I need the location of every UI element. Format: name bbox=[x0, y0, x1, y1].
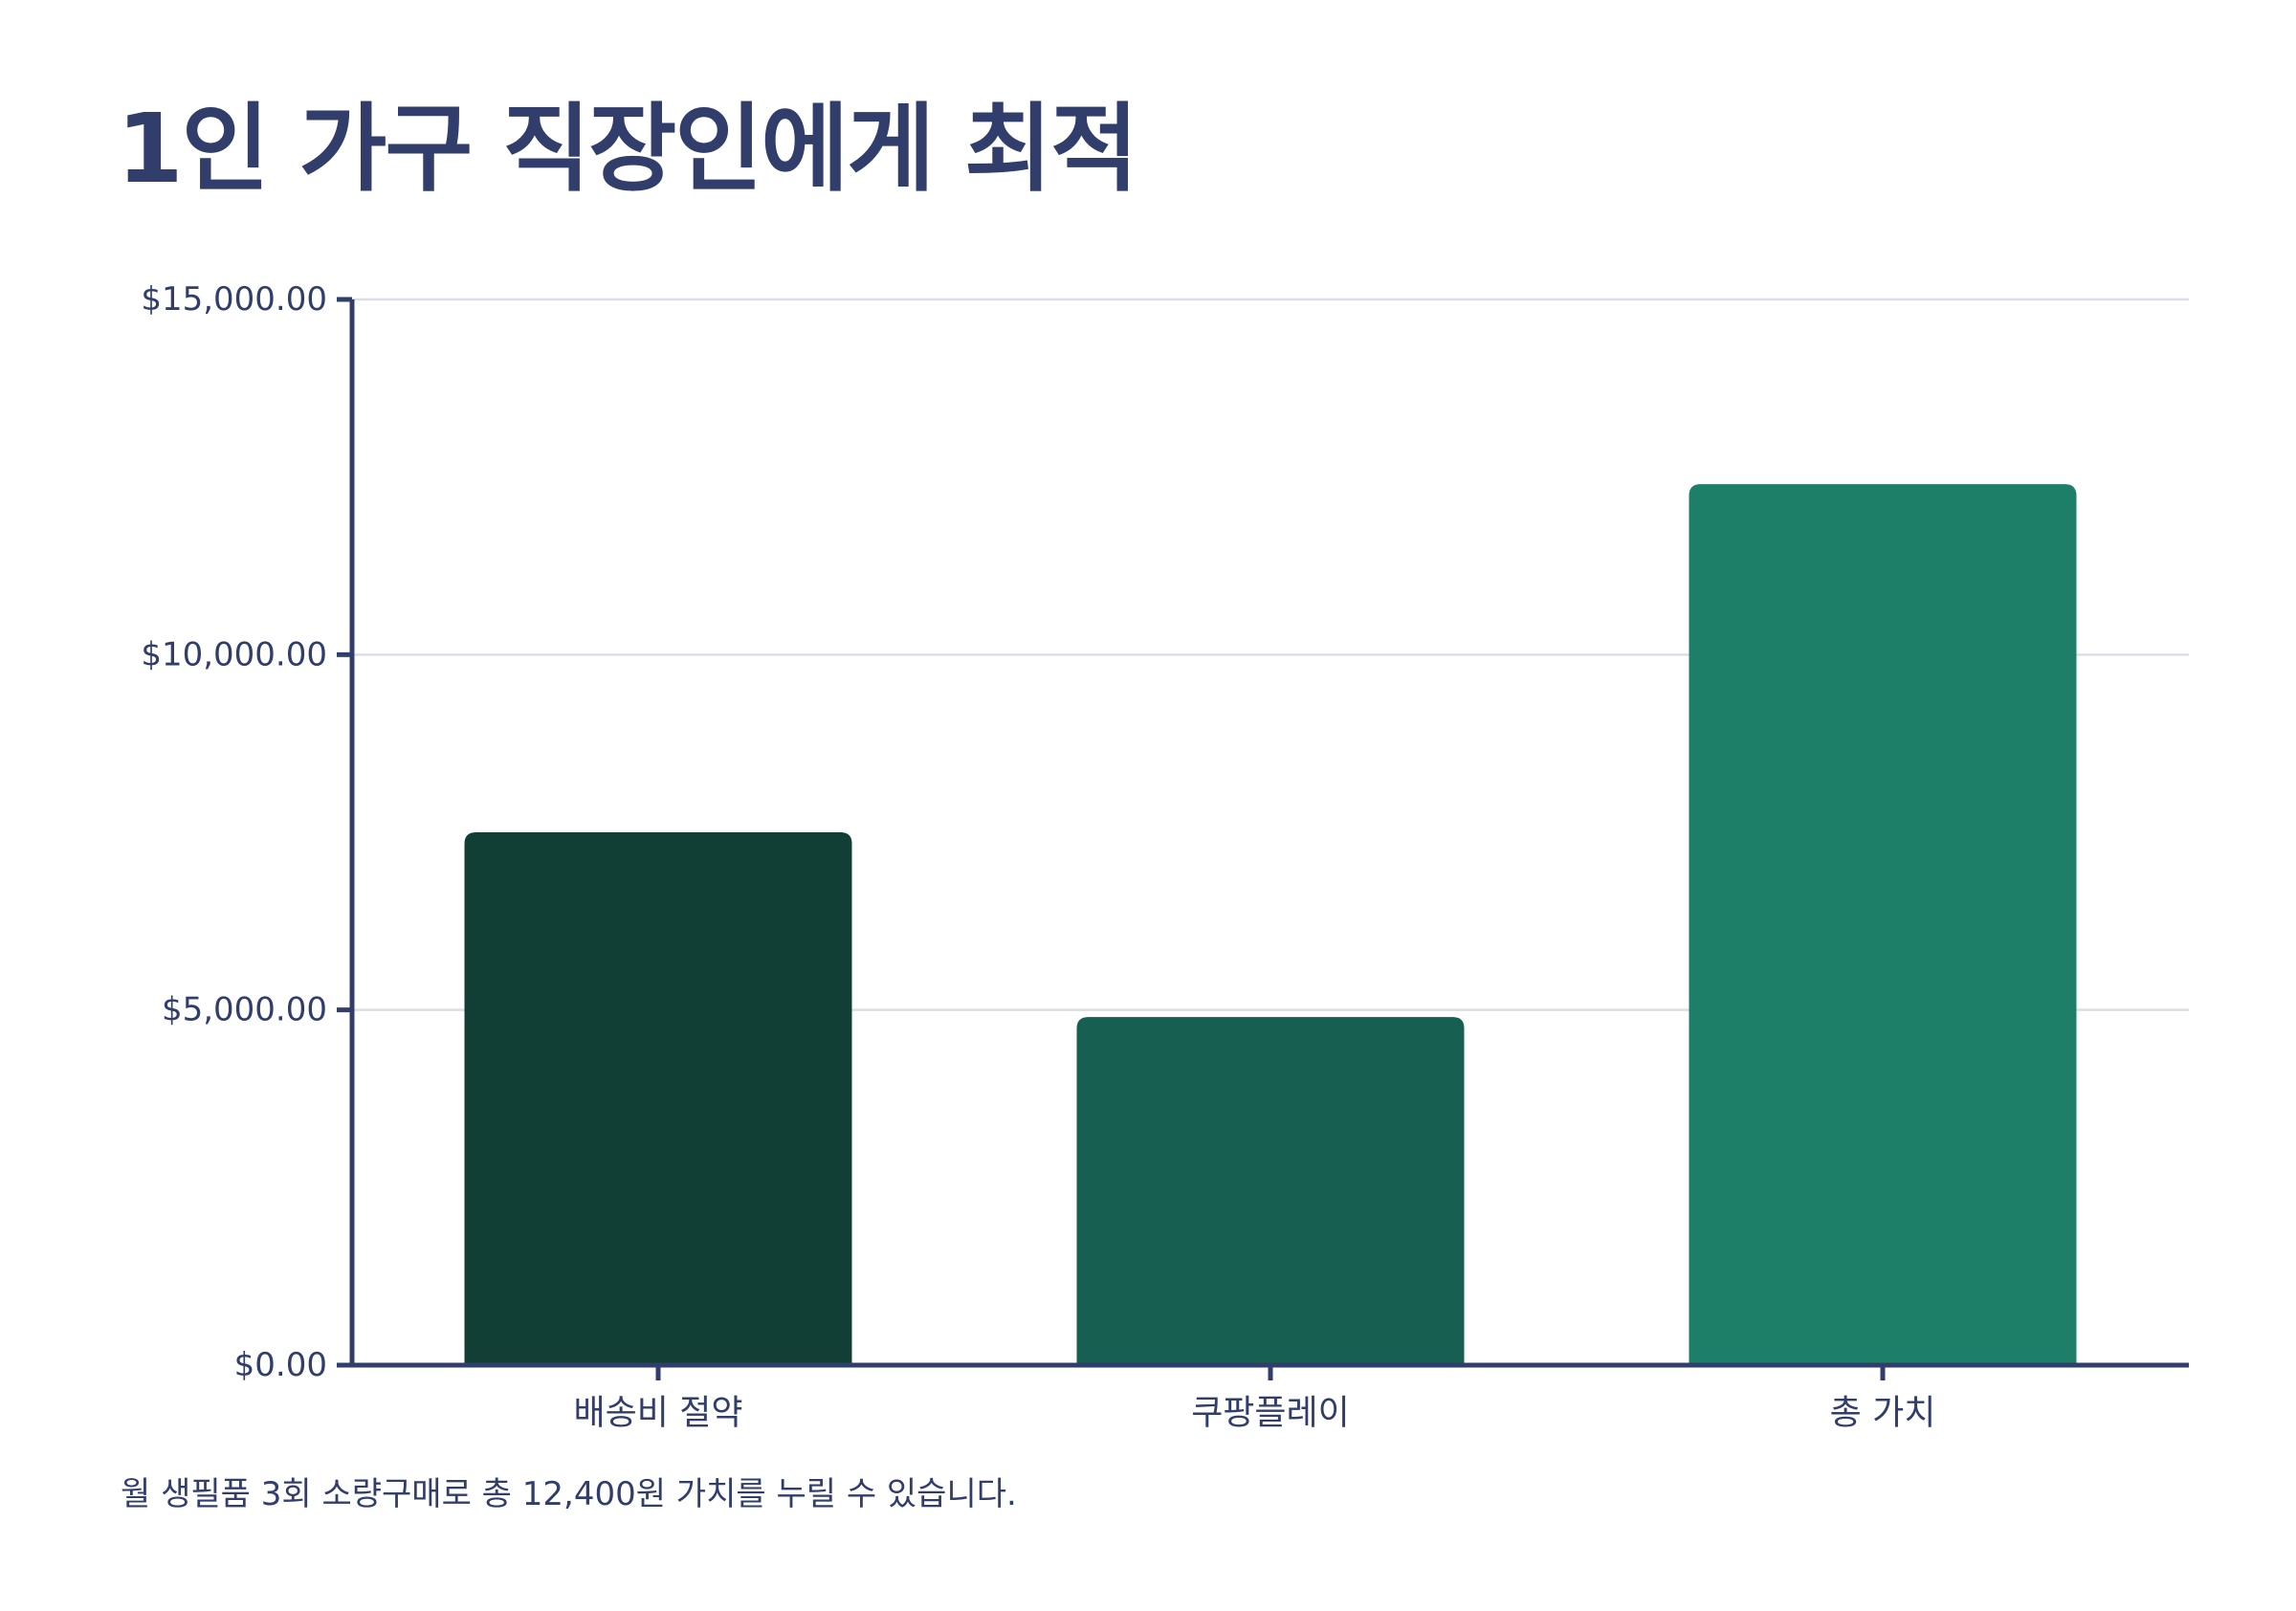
bar-2 bbox=[1076, 1017, 1465, 1365]
x-tick-label: 배송비 절약 bbox=[573, 1394, 742, 1433]
bar-1 bbox=[464, 832, 852, 1365]
x-tick-label: 총 가치 bbox=[1830, 1394, 1936, 1433]
y-axis-ticks: $0.00 $5,000.00 $10,000.00 $15,000.00 bbox=[141, 280, 352, 1384]
chart-caption: 월 생필품 3회 소량구매로 총 12,400원 가치를 누릴 수 있습니다. bbox=[121, 1475, 1017, 1513]
chart-title: 1인 가구 직장인에게 최적 bbox=[117, 93, 1138, 205]
y-tick-label: $5,000.00 bbox=[162, 991, 327, 1029]
bar-3 bbox=[1689, 484, 2077, 1365]
x-axis-ticks: 배송비 절약 쿠팡플레이 총 가치 bbox=[573, 1365, 1935, 1433]
y-tick-label: $15,000.00 bbox=[141, 280, 327, 319]
y-tick-label: $0.00 bbox=[234, 1346, 327, 1384]
bars bbox=[464, 484, 2077, 1365]
y-tick-label: $10,000.00 bbox=[141, 635, 327, 673]
x-tick-label: 쿠팡플레이 bbox=[1191, 1394, 1350, 1433]
